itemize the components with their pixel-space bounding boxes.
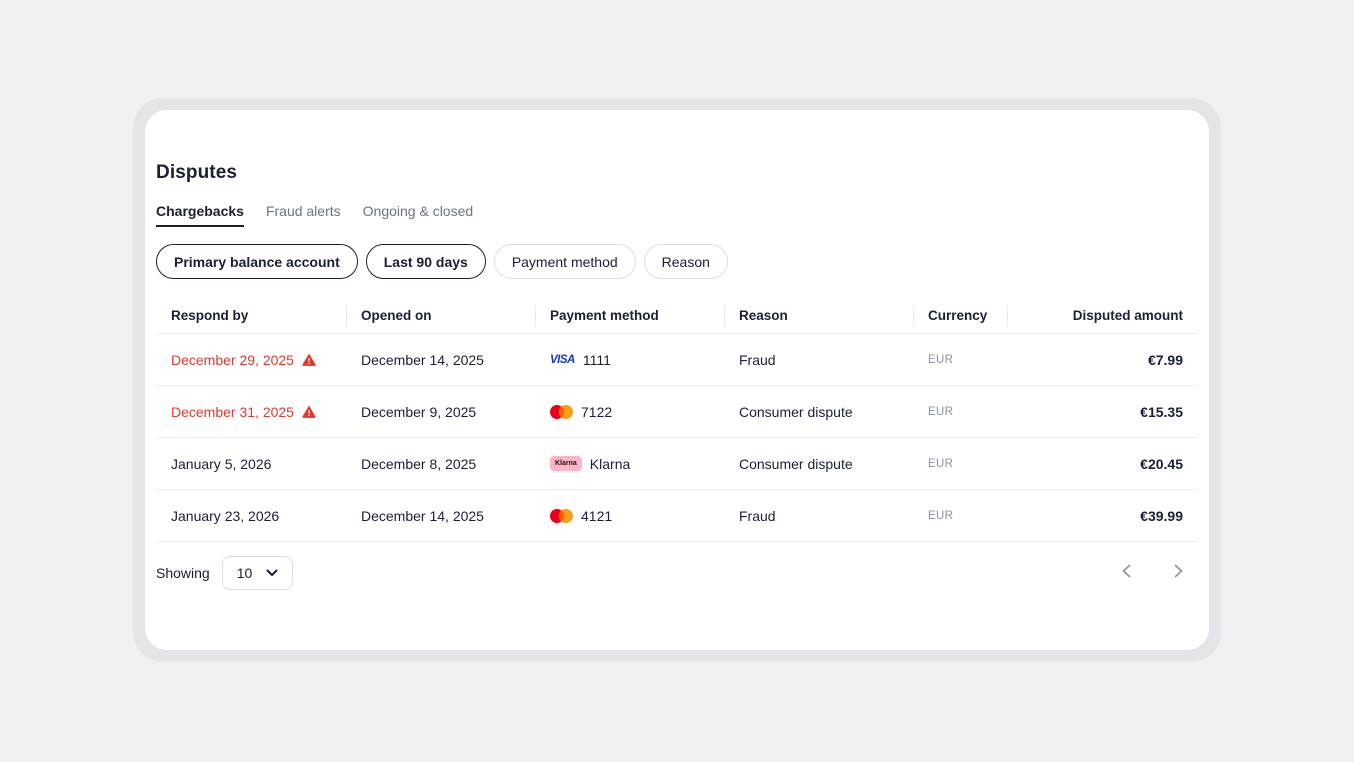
reason-cell: Fraud bbox=[739, 507, 776, 524]
pagination bbox=[1114, 561, 1190, 585]
visa-icon: VISA bbox=[550, 353, 575, 366]
filter-last-90-days[interactable]: Last 90 days bbox=[365, 244, 486, 279]
payment-method-cell: 4121 bbox=[535, 508, 724, 524]
disputed-amount-cell: €20.45 bbox=[1140, 455, 1183, 472]
mastercard-icon bbox=[550, 404, 573, 419]
respond-by-cell: January 5, 2026 bbox=[156, 456, 346, 472]
tab-ongoing-closed[interactable]: Ongoing & closed bbox=[362, 203, 474, 219]
currency-cell: EUR bbox=[928, 509, 954, 522]
payment-method-cell: VISA 1111 bbox=[535, 352, 724, 368]
currency-cell: EUR bbox=[928, 405, 954, 418]
column-header-reason: Reason bbox=[724, 298, 913, 333]
disputes-table: Respond by Opened on Payment method Reason C… bbox=[156, 298, 1198, 542]
respond-by-date: December 29, 2025 bbox=[171, 351, 294, 368]
respond-by-cell: December 29, 2025 bbox=[156, 352, 346, 368]
table-row[interactable]: January 23, 2026 December 14, 2025 4121 Fra… bbox=[156, 490, 1198, 542]
page-size-control: Showing 10 bbox=[156, 556, 294, 590]
payment-method-cell: 7122 bbox=[535, 404, 724, 420]
opened-on-cell: December 9, 2025 bbox=[361, 403, 477, 420]
tab-fraud-alerts[interactable]: Fraud alerts bbox=[265, 203, 341, 219]
column-header-disputed-amount: Disputed amount bbox=[1007, 298, 1198, 333]
currency-cell: EUR bbox=[928, 353, 954, 366]
currency-cell: EUR bbox=[928, 457, 954, 470]
next-page-button[interactable] bbox=[1166, 561, 1190, 585]
respond-by-cell: December 31, 2025 bbox=[156, 404, 346, 420]
warning-triangle-icon bbox=[302, 405, 316, 419]
chevron-left-icon bbox=[1122, 564, 1131, 583]
filter-primary-balance-account[interactable]: Primary balance account bbox=[156, 244, 358, 279]
opened-on-cell: December 14, 2025 bbox=[361, 507, 484, 524]
warning-triangle-icon bbox=[302, 353, 316, 367]
showing-label: Showing bbox=[156, 565, 210, 581]
disputed-amount-cell: €7.99 bbox=[1147, 351, 1183, 368]
table-row[interactable]: January 5, 2026 December 8, 2025 Klarna Kla… bbox=[156, 438, 1198, 490]
table-header: Respond by Opened on Payment method Reason C… bbox=[156, 298, 1198, 334]
opened-on-cell: December 8, 2025 bbox=[361, 455, 477, 472]
reason-cell: Fraud bbox=[739, 351, 776, 368]
klarna-icon: Klarna bbox=[550, 456, 582, 471]
chevron-down-icon bbox=[266, 564, 278, 582]
opened-on-cell: December 14, 2025 bbox=[361, 351, 484, 368]
disputes-panel: Disputes Chargebacks Fraud alerts Ongoing … bbox=[145, 110, 1209, 650]
column-header-payment-method: Payment method bbox=[535, 298, 724, 333]
tabs: Chargebacks Fraud alerts Ongoing & closed bbox=[156, 203, 1198, 227]
payment-method-label: 1111 bbox=[582, 351, 611, 368]
respond-by-cell: January 23, 2026 bbox=[156, 508, 346, 524]
filter-bar: Primary balance account Last 90 days Payme… bbox=[156, 244, 1198, 279]
filter-reason[interactable]: Reason bbox=[643, 244, 728, 279]
chevron-right-icon bbox=[1174, 564, 1183, 583]
table-body: December 29, 2025 December 14, 2025 VISA 11… bbox=[156, 334, 1198, 542]
disputed-amount-cell: €39.99 bbox=[1140, 507, 1183, 524]
previous-page-button[interactable] bbox=[1114, 561, 1138, 585]
column-header-currency: Currency bbox=[913, 298, 1007, 333]
respond-by-date: January 5, 2026 bbox=[171, 455, 272, 472]
payment-method-label: Klarna bbox=[589, 455, 631, 472]
respond-by-date: January 23, 2026 bbox=[171, 507, 280, 524]
payment-method-cell: Klarna Klarna bbox=[535, 456, 724, 472]
table-footer: Showing 10 bbox=[156, 556, 1198, 590]
column-header-respond-by: Respond by bbox=[171, 308, 249, 323]
filter-payment-method[interactable]: Payment method bbox=[493, 244, 636, 279]
table-row[interactable]: December 31, 2025 December 9, 2025 7122 Con… bbox=[156, 386, 1198, 438]
tab-chargebacks[interactable]: Chargebacks bbox=[156, 203, 244, 227]
page-size-value: 10 bbox=[236, 565, 253, 581]
page-size-select[interactable]: 10 bbox=[221, 556, 294, 590]
payment-method-label: 4121 bbox=[581, 507, 613, 524]
disputed-amount-cell: €15.35 bbox=[1140, 403, 1183, 420]
respond-by-date: December 31, 2025 bbox=[171, 403, 294, 420]
reason-cell: Consumer dispute bbox=[739, 455, 853, 472]
column-header-opened-on: Opened on bbox=[346, 298, 535, 333]
reason-cell: Consumer dispute bbox=[739, 403, 853, 420]
payment-method-label: 7122 bbox=[581, 403, 613, 420]
page-title: Disputes bbox=[156, 162, 238, 183]
mastercard-icon bbox=[550, 508, 573, 523]
table-row[interactable]: December 29, 2025 December 14, 2025 VISA 11… bbox=[156, 334, 1198, 386]
